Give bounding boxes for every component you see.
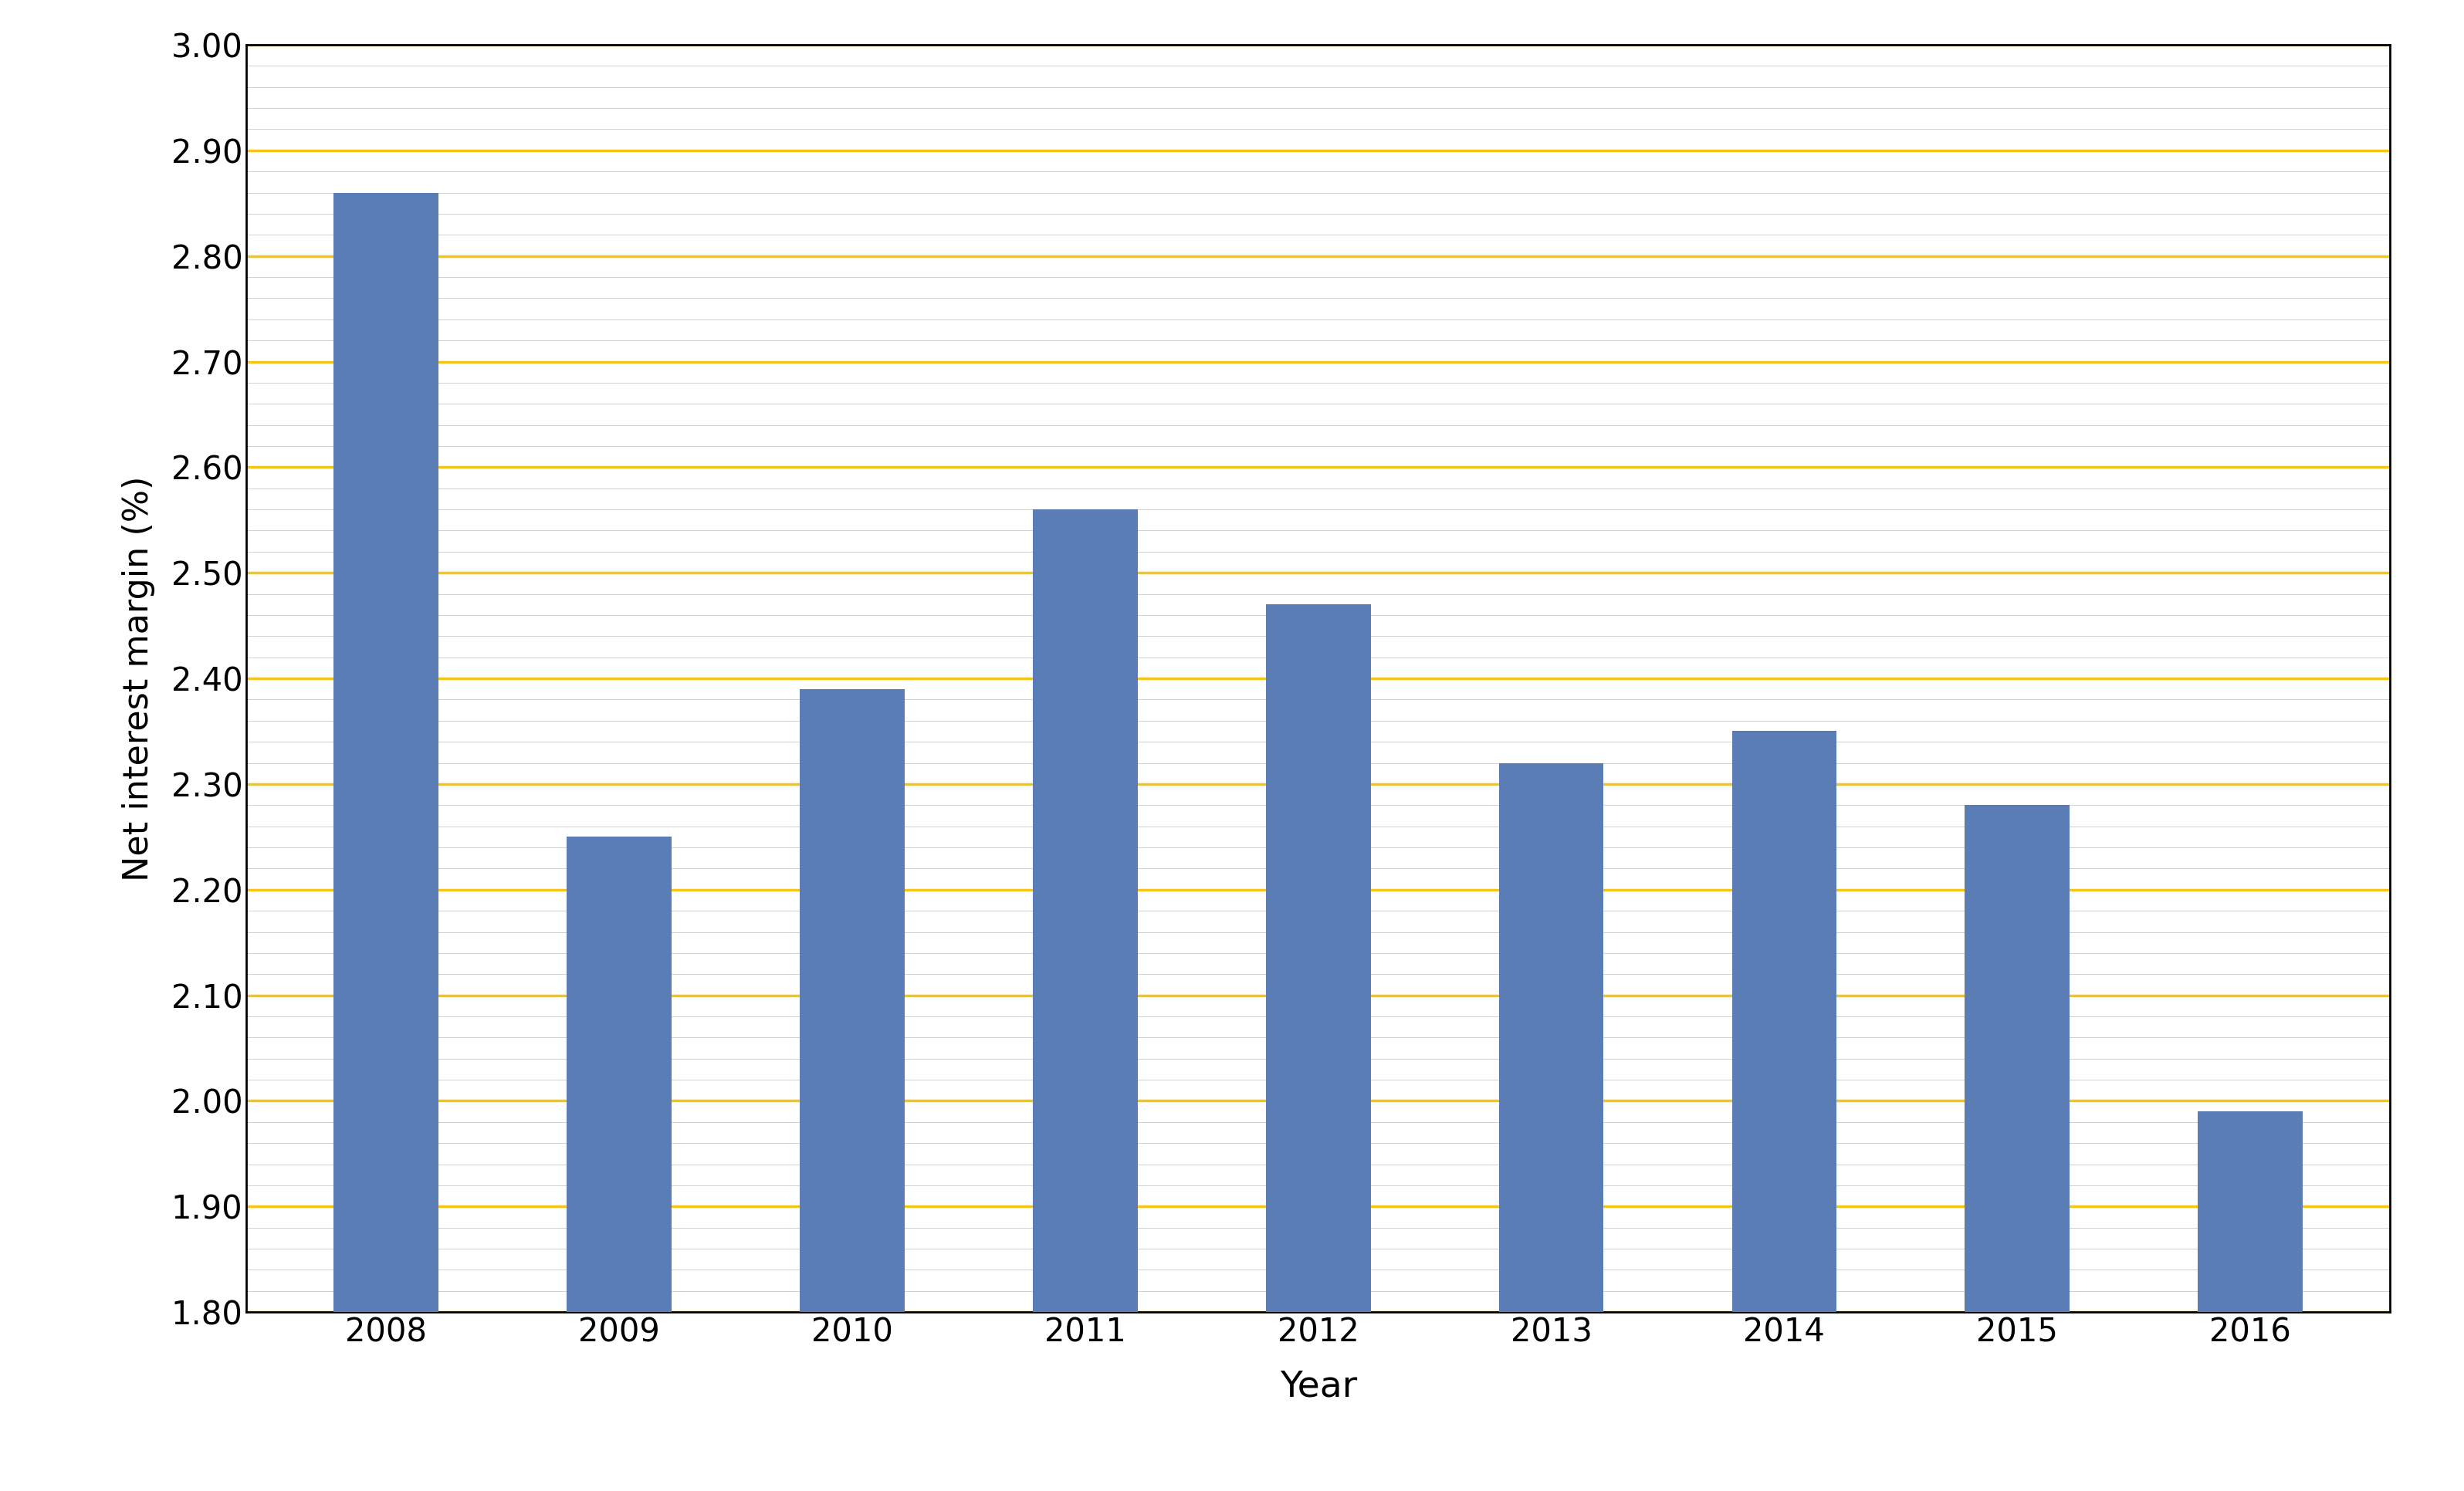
Bar bbox=[1266, 604, 1370, 1491]
Bar bbox=[1964, 805, 2070, 1491]
Bar bbox=[801, 689, 904, 1491]
Bar bbox=[2198, 1111, 2304, 1491]
X-axis label: Year: Year bbox=[1279, 1370, 1358, 1405]
Y-axis label: Net interest margin (%): Net interest margin (%) bbox=[121, 476, 155, 881]
Bar bbox=[1498, 763, 1604, 1491]
Bar bbox=[1732, 731, 1836, 1491]
Bar bbox=[333, 192, 439, 1491]
Bar bbox=[1032, 510, 1138, 1491]
Bar bbox=[567, 836, 673, 1491]
